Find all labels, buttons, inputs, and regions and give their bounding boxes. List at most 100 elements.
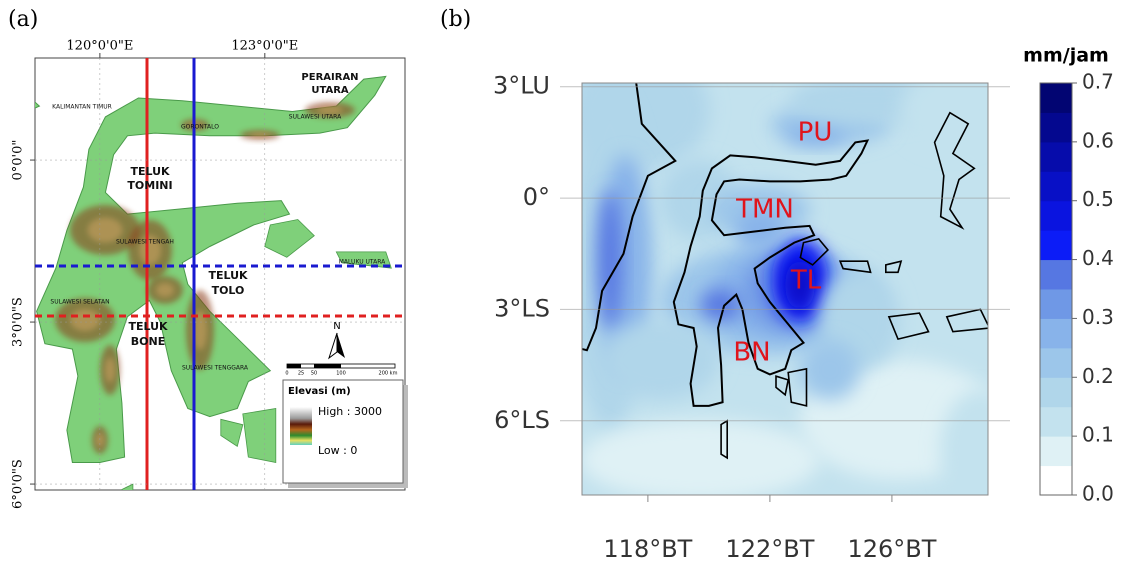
highland — [250, 132, 270, 138]
place-label: TOLO — [212, 284, 245, 297]
colorbar-frame — [1039, 82, 1073, 496]
coastline — [787, 367, 808, 407]
scale-bar — [314, 364, 341, 368]
place-label: KALIMANTAN TIMUR — [52, 104, 112, 111]
lat-tick-label: 6°LS — [494, 406, 550, 434]
island — [242, 408, 277, 463]
legend-ramp — [290, 407, 312, 445]
lon-tick-label: 122°BT — [725, 535, 814, 563]
scale-label: 25 — [298, 371, 304, 377]
scale-label: 100 — [336, 371, 346, 377]
place-label: TELUK — [208, 269, 248, 282]
colorbar-band — [1040, 289, 1072, 319]
place-label: TELUK — [130, 165, 170, 178]
colorbar-band — [1040, 230, 1072, 261]
colorbar-band — [1040, 347, 1072, 378]
scale-label: 50 — [311, 371, 317, 377]
north-arrow — [337, 333, 345, 358]
lon-tick-label: 120°0'0"E — [66, 39, 133, 54]
colorbar-band — [1040, 171, 1072, 202]
island — [335, 251, 392, 269]
place-label: PERAIRAN — [301, 72, 358, 83]
sulawesi — [36, 75, 387, 463]
lon-tick-label: 126°BT — [847, 535, 936, 563]
coastline — [838, 260, 872, 274]
scale-bar — [287, 364, 301, 368]
colorbar-band — [1040, 83, 1072, 113]
region-label: TMN — [735, 195, 794, 225]
precipitation-map: 118°BT 122°BT 126°BT 3°LU 0° 3°LS 6°LS PU TMN TL B… — [493, 45, 1114, 564]
kalimantan — [35, 101, 41, 109]
land — [35, 36, 579, 490]
coastline — [799, 238, 829, 266]
colorbar-band — [1040, 141, 1072, 172]
precip-blob — [940, 390, 988, 495]
colorbar-band — [1040, 200, 1072, 231]
lat-tick-label: 0°0'0" — [11, 140, 26, 181]
legend-low: Low : 0 — [318, 444, 357, 457]
colorbar-band — [1040, 436, 1072, 467]
place-label: GORONTALO — [181, 124, 219, 131]
place-label: SULAWESI SELATAN — [50, 299, 109, 306]
scale-label: 200 km — [379, 371, 398, 377]
highland — [139, 235, 161, 265]
highland — [87, 217, 123, 243]
island — [121, 483, 134, 490]
place-label: TELUK — [128, 320, 168, 333]
scale-label: 0 — [285, 371, 288, 377]
colorbar-band — [1040, 318, 1072, 349]
precip-blob — [700, 290, 740, 320]
colorbar-title: mm/jam — [1023, 45, 1109, 67]
coastline — [582, 83, 677, 352]
place-label: SULAWESI TENGGARA — [182, 365, 249, 372]
place-label: SULAWESI TENGAH — [116, 239, 174, 246]
colorbar-tick-label: 0.0 — [1082, 482, 1114, 506]
colorbar-tick-label: 0.6 — [1082, 128, 1114, 152]
panel-label: (a) — [8, 7, 38, 32]
colorbar-band — [1040, 406, 1072, 437]
place-label: TOMINI — [127, 179, 172, 192]
lat-tick-label: 3°0'0"S — [11, 297, 26, 347]
place-label: MALUKU UTARA — [339, 259, 386, 266]
lat-tick-label: 6°0'0"S — [11, 459, 26, 509]
precip-blob — [785, 125, 845, 145]
region-label: PU — [798, 118, 833, 148]
region-label: TL — [790, 266, 822, 296]
colorbar-tick-label: 0.1 — [1082, 423, 1114, 447]
map-frame — [581, 82, 989, 496]
highland — [193, 310, 207, 350]
place-label: SULAWESI UTARA — [289, 114, 342, 121]
colorbar-tick-label: 0.4 — [1082, 246, 1114, 270]
place-label: BONE — [131, 335, 165, 348]
colorbar-band — [1040, 465, 1072, 496]
colorbar-tick-label: 0.5 — [1082, 187, 1114, 211]
colorbar-band — [1040, 259, 1072, 290]
lon-tick-label: 123°0'0"E — [231, 39, 298, 54]
region-label: BN — [733, 338, 770, 368]
colorbar-band — [1040, 112, 1072, 143]
colorbar-tick-label: 0.2 — [1082, 364, 1114, 388]
panel-label: (b) — [440, 7, 471, 32]
precip-blob — [800, 340, 860, 400]
lat-tick-label: 3°LU — [493, 72, 550, 100]
lon-tick-label: 118°BT — [603, 535, 692, 563]
north-label: N — [333, 321, 340, 332]
colorbar-tick-label: 0.3 — [1082, 305, 1114, 329]
precip-blob — [600, 320, 720, 400]
elevation-map: 120°0'0"E 123°0'0"E 0°0'0" 3°0'0"S 6°0'0"S PE… — [11, 36, 579, 509]
legend-title: Elevasi (m) — [288, 386, 351, 397]
precip-blob — [598, 190, 622, 330]
island — [507, 36, 579, 203]
island — [220, 418, 244, 447]
precip-blob — [582, 420, 820, 495]
coastline — [775, 375, 790, 397]
colorbar-tick-label: 0.7 — [1082, 70, 1114, 94]
lat-tick-label: 0° — [523, 183, 550, 211]
precip-blob — [900, 83, 988, 150]
highland — [156, 283, 174, 297]
legend-high: High : 3000 — [318, 405, 382, 418]
coastline — [933, 111, 976, 230]
coastline — [720, 419, 728, 460]
highland — [105, 357, 115, 383]
